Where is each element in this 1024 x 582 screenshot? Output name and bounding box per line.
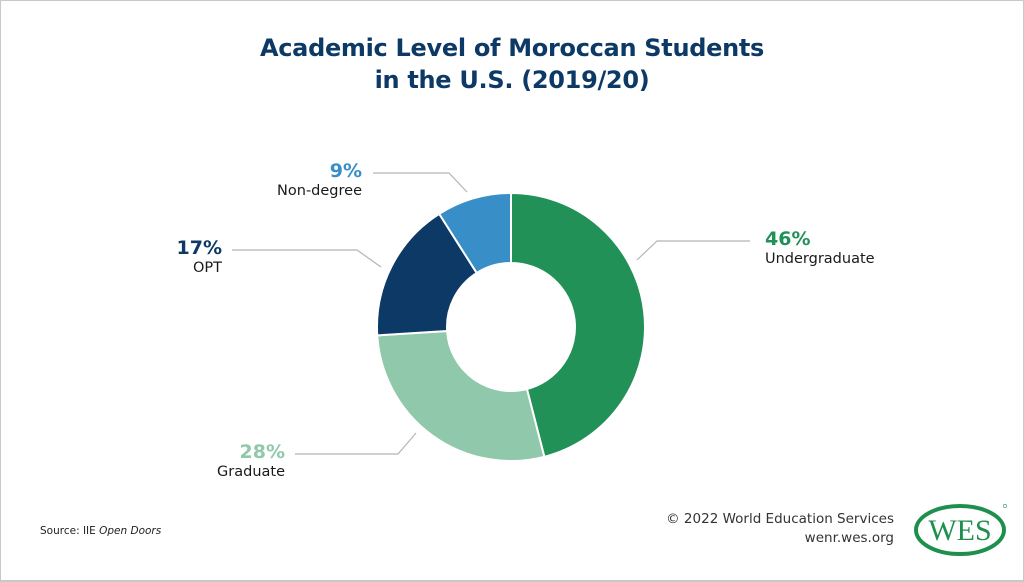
leader-line-undergraduate — [636, 240, 750, 261]
label-opt-name: OPT — [192, 260, 222, 276]
label-graduate-percent: 28% — [239, 441, 285, 463]
label-nondegree-percent: 9% — [329, 160, 362, 182]
slice-non-degree — [437, 191, 512, 275]
label-undergraduate-percent: 46% — [765, 228, 811, 250]
source-note: Source: IIE Open Doors — [40, 525, 161, 537]
label-undergraduate: 46% Undergraduate — [765, 228, 925, 269]
wes-logo: WES — [914, 504, 1007, 556]
slice-graduate — [376, 329, 546, 462]
slice-undergraduate — [510, 191, 646, 459]
source-title: Open Doors — [99, 525, 162, 537]
leader-lines — [232, 172, 750, 455]
website-text: wenr.wes.org — [804, 530, 894, 546]
leader-line-opt — [232, 249, 382, 268]
label-opt-percent: 17% — [176, 237, 222, 259]
label-undergraduate-name: Undergraduate — [765, 251, 875, 267]
source-prefix: Source: IIE — [40, 525, 100, 537]
chart-title-line-1: Academic Level of Moroccan Students — [259, 34, 765, 62]
chart-title-line-2: in the U.S. (2019/20) — [374, 66, 650, 94]
wes-logo-text: WES — [928, 514, 991, 547]
copyright-text: © 2022 World Education Services — [666, 511, 894, 527]
label-nondegree: 9% Non-degree — [250, 160, 362, 201]
chart-title: Academic Level of Moroccan Students in t… — [0, 32, 1024, 96]
donut-slices — [376, 191, 646, 462]
label-nondegree-name: Non-degree — [277, 183, 362, 199]
leader-line-nondegree — [373, 172, 468, 193]
copyright-block: © 2022 World Education Services wenr.wes… — [666, 510, 894, 548]
label-graduate: 28% Graduate — [180, 441, 285, 482]
label-opt: 17% OPT — [150, 237, 222, 278]
label-graduate-name: Graduate — [217, 464, 285, 480]
leader-line-graduate — [295, 432, 417, 455]
registered-mark-icon — [1003, 504, 1007, 508]
